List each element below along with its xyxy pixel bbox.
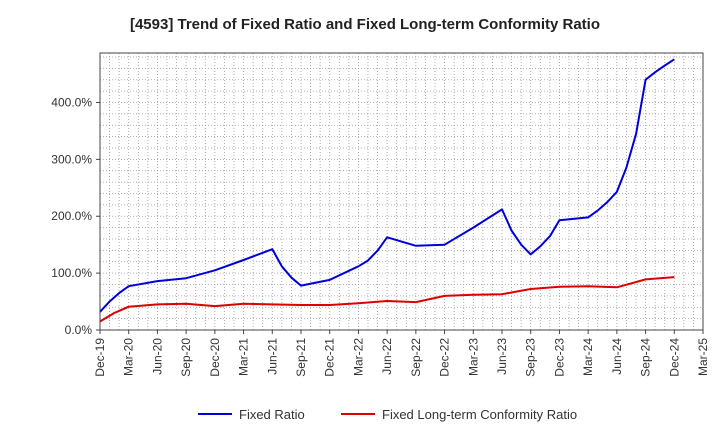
x-tick-label: Dec-19	[93, 338, 107, 377]
x-tick-label: Mar-25	[696, 338, 710, 376]
y-tick-label: 400.0%	[51, 95, 92, 109]
x-tick-label: Sep-24	[639, 338, 653, 377]
x-tick-label: Mar-22	[351, 338, 365, 376]
y-tick-label: 200.0%	[51, 209, 92, 223]
x-tick-label: Mar-21	[237, 338, 251, 376]
x-tick-label: Jun-22	[380, 338, 394, 375]
y-tick-label: 0.0%	[65, 323, 93, 337]
x-tick-label: Dec-23	[552, 338, 566, 377]
x-tick-label: Dec-24	[667, 338, 681, 377]
x-tick-label: Sep-20	[179, 338, 193, 377]
series-line-2	[99, 276, 675, 323]
series-lines	[99, 58, 675, 323]
y-tick-label: 300.0%	[51, 152, 92, 166]
x-axis-ticks: Dec-19 Mar-20 Jun-20 Sep-20 Dec-20 Mar-21 Jun-…	[93, 330, 710, 377]
x-tick-label: Dec-20	[208, 338, 222, 377]
x-tick-label: Mar-24	[581, 338, 595, 376]
legend-label-2: Fixed Long-term Conformity Ratio	[382, 407, 577, 422]
x-tick-label: Mar-20	[122, 338, 136, 376]
plot-frame	[99, 52, 704, 331]
y-axis-ticks: 0.0% 100.0% 200.0% 300.0% 400.0%	[51, 95, 100, 337]
x-tick-label: Jun-24	[610, 338, 624, 375]
x-tick-label: Sep-23	[524, 338, 538, 377]
x-tick-label: Jun-21	[265, 338, 279, 375]
x-tick-label: Jun-23	[495, 338, 509, 375]
grid	[100, 53, 703, 330]
legend-label-1: Fixed Ratio	[239, 407, 305, 422]
legend: Fixed Ratio Fixed Long-term Conformity Ra…	[198, 407, 577, 422]
x-tick-label: Mar-23	[466, 338, 480, 376]
series-line-1	[99, 58, 675, 313]
x-tick-label: Sep-22	[409, 338, 423, 377]
x-tick-label: Sep-21	[294, 338, 308, 377]
x-tick-label: Jun-20	[150, 338, 164, 375]
y-tick-label: 100.0%	[51, 266, 92, 280]
chart-title: [4593] Trend of Fixed Ratio and Fixed Lo…	[130, 16, 600, 33]
x-tick-label: Dec-21	[323, 338, 337, 377]
x-tick-label: Dec-22	[438, 338, 452, 377]
